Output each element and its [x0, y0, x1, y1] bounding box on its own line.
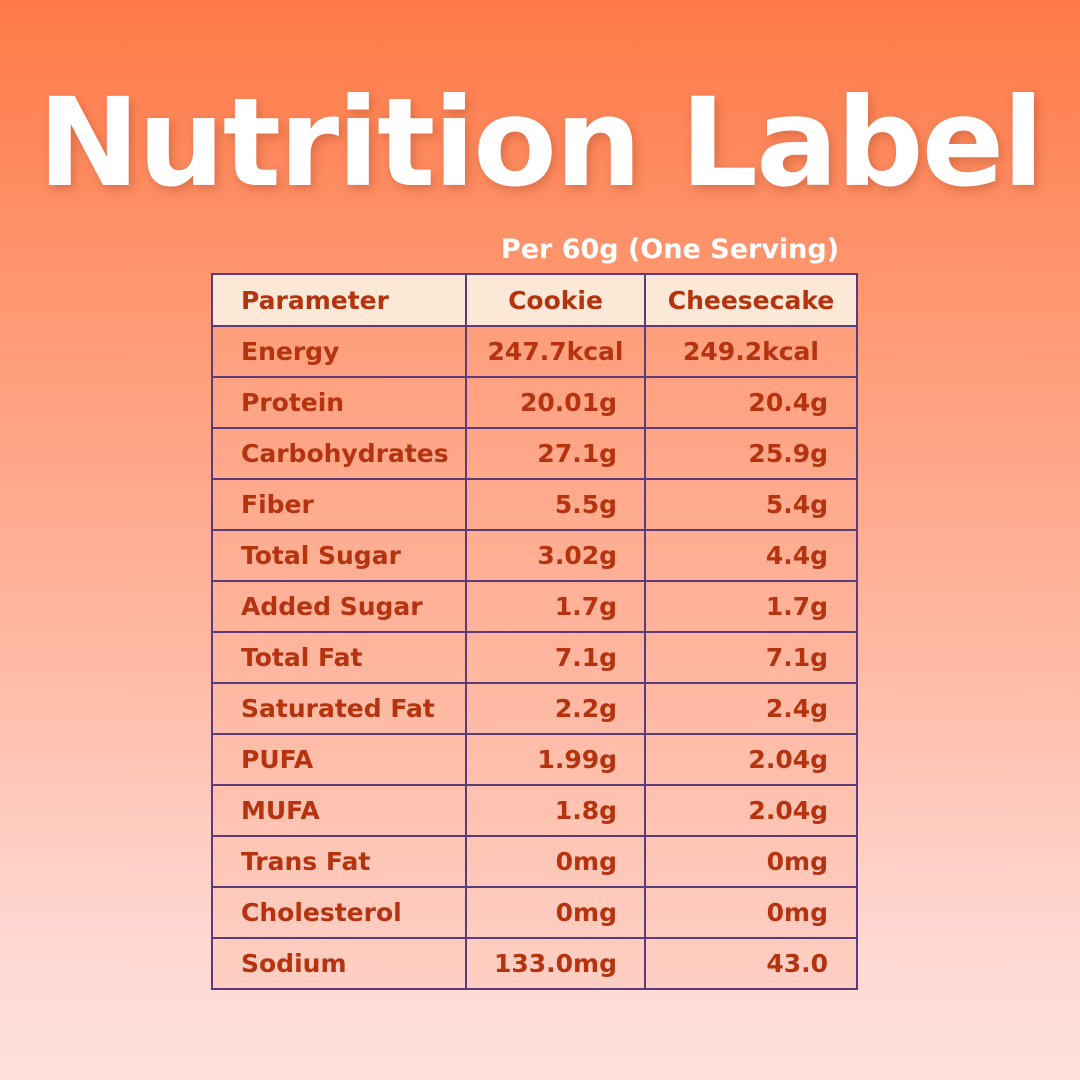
table-row: Carbohydrates 27.1g 25.9g	[211, 427, 858, 480]
cookie-value-cell: 1.99g	[465, 733, 646, 786]
page-title: Nutrition Label	[37, 72, 1045, 214]
cookie-value-cell: 7.1g	[465, 631, 646, 684]
cookie-value-cell: 20.01g	[465, 376, 646, 429]
table-row: Total Fat 7.1g 7.1g	[211, 631, 858, 684]
table-row: Total Sugar 3.02g 4.4g	[211, 529, 858, 582]
table-row: Sodium 133.0mg 43.0	[211, 937, 858, 990]
cookie-value-cell: 0mg	[465, 886, 646, 939]
cookie-value-cell: 27.1g	[465, 427, 646, 480]
cheesecake-value-cell: 43.0	[644, 937, 858, 990]
table-row: Fiber 5.5g 5.4g	[211, 478, 858, 531]
table-row: Added Sugar 1.7g 1.7g	[211, 580, 858, 633]
cookie-value-cell: 1.8g	[465, 784, 646, 837]
parameter-cell: Carbohydrates	[211, 427, 467, 480]
cheesecake-value-cell: 1.7g	[644, 580, 858, 633]
cookie-value-cell: 1.7g	[465, 580, 646, 633]
parameter-cell: Total Fat	[211, 631, 467, 684]
serving-size-caption: Per 60g (One Serving)	[500, 234, 840, 265]
parameter-cell: Trans Fat	[211, 835, 467, 888]
cheesecake-value-cell: 249.2kcal	[644, 325, 858, 378]
cookie-value-cell: 247.7kcal	[465, 325, 646, 378]
parameter-cell: Protein	[211, 376, 467, 429]
cheesecake-value-cell: 2.04g	[644, 784, 858, 837]
table-row: Energy 247.7kcal 249.2kcal	[211, 325, 858, 378]
cheesecake-value-cell: 2.04g	[644, 733, 858, 786]
cookie-value-cell: 133.0mg	[465, 937, 646, 990]
parameter-cell: Added Sugar	[211, 580, 467, 633]
cheesecake-value-cell: 7.1g	[644, 631, 858, 684]
column-header-parameter: Parameter	[211, 273, 467, 327]
cheesecake-value-cell: 5.4g	[644, 478, 858, 531]
column-header-cheesecake: Cheesecake	[644, 273, 858, 327]
table-row: Trans Fat 0mg 0mg	[211, 835, 858, 888]
column-header-cookie: Cookie	[465, 273, 646, 327]
parameter-cell: Energy	[211, 325, 467, 378]
cheesecake-value-cell: 4.4g	[644, 529, 858, 582]
parameter-cell: Total Sugar	[211, 529, 467, 582]
table-row: PUFA 1.99g 2.04g	[211, 733, 858, 786]
cookie-value-cell: 0mg	[465, 835, 646, 888]
table-row: Saturated Fat 2.2g 2.4g	[211, 682, 858, 735]
parameter-cell: Sodium	[211, 937, 467, 990]
table-row: Cholesterol 0mg 0mg	[211, 886, 858, 939]
cheesecake-value-cell: 0mg	[644, 886, 858, 939]
parameter-cell: MUFA	[211, 784, 467, 837]
cookie-value-cell: 3.02g	[465, 529, 646, 582]
cookie-value-cell: 5.5g	[465, 478, 646, 531]
cheesecake-value-cell: 25.9g	[644, 427, 858, 480]
parameter-cell: Saturated Fat	[211, 682, 467, 735]
cheesecake-value-cell: 0mg	[644, 835, 858, 888]
cheesecake-value-cell: 2.4g	[644, 682, 858, 735]
parameter-cell: Fiber	[211, 478, 467, 531]
table-row: Protein 20.01g 20.4g	[211, 376, 858, 429]
table-row: MUFA 1.8g 2.04g	[211, 784, 858, 837]
cheesecake-value-cell: 20.4g	[644, 376, 858, 429]
nutrition-table: Parameter Cookie Cheesecake Energy 247.7…	[211, 273, 858, 990]
table-header-row: Parameter Cookie Cheesecake	[211, 273, 858, 327]
parameter-cell: PUFA	[211, 733, 467, 786]
cookie-value-cell: 2.2g	[465, 682, 646, 735]
parameter-cell: Cholesterol	[211, 886, 467, 939]
